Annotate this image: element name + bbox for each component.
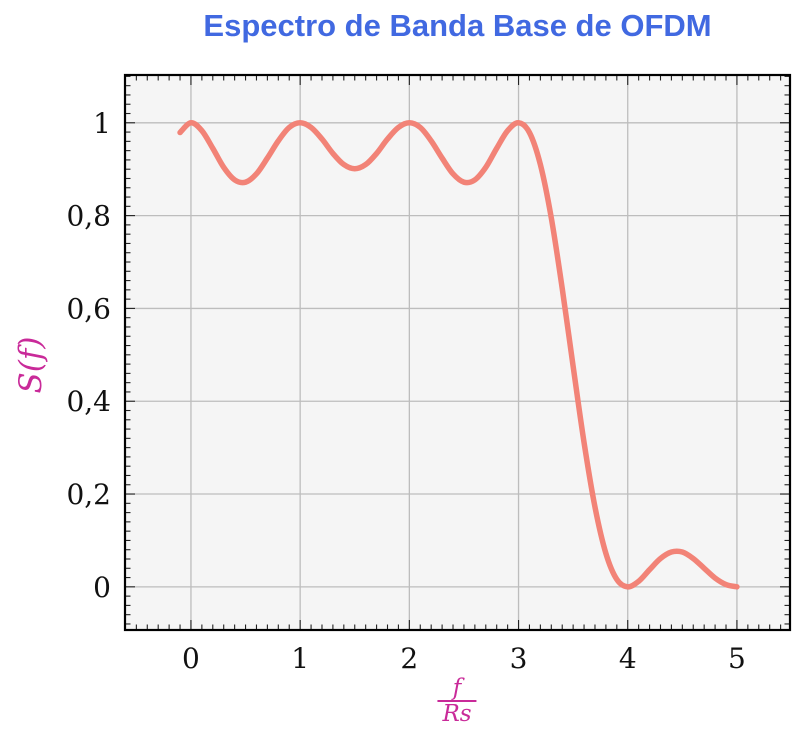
y-tick-label: 0: [93, 571, 111, 604]
x-axis-label-fraction: f Rs: [437, 675, 477, 726]
y-tick-label: 0,8: [66, 200, 111, 233]
x-tick-label: 1: [291, 642, 309, 675]
x-axis-label: f Rs: [437, 675, 477, 726]
x-tick-label: 0: [182, 642, 200, 675]
y-tick-label: 0,2: [66, 478, 111, 511]
plot-frame: [123, 73, 792, 632]
x-tick-label: 3: [510, 642, 528, 675]
chart-title: Espectro de Banda Base de OFDM: [203, 8, 712, 43]
x-tick-label: 2: [400, 642, 418, 675]
x-axis-label-numerator: f: [452, 675, 462, 701]
spectrum-curve: [177, 120, 740, 590]
y-tick-label: 0,4: [66, 385, 111, 418]
plot-background: [125, 75, 790, 630]
x-axis-label-denominator: Rs: [437, 700, 477, 726]
y-axis-label: S(f): [13, 336, 49, 394]
y-tick-label: 1: [93, 107, 111, 140]
x-tick-label: 5: [728, 642, 746, 675]
x-tick-label: 4: [619, 642, 637, 675]
y-tick-label: 0,6: [66, 292, 111, 325]
